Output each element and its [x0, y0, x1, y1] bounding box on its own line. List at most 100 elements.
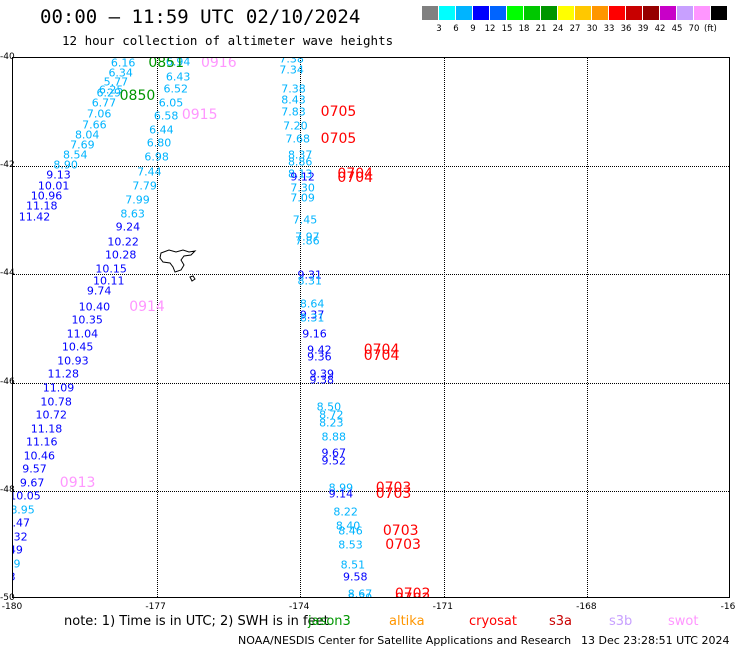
- colorbar-tick-label: 9: [470, 24, 476, 34]
- wave-height-label: 11.04: [66, 327, 99, 341]
- wave-height-label: 7.44: [137, 165, 162, 179]
- colorbar-swatch: [456, 6, 472, 20]
- satellite-legend-item: s3a: [549, 614, 573, 629]
- wave-height-label: 8.29: [13, 557, 21, 571]
- wave-height-label: 8.13: [287, 167, 313, 181]
- pass-time-label: 0705: [320, 104, 357, 121]
- pass-time-label: 0703: [382, 523, 419, 540]
- wave-height-label: 9.16: [302, 327, 327, 341]
- wave-height-label: 7.69: [70, 138, 95, 152]
- pass-time-label: 0702: [395, 592, 431, 597]
- wave-height-label: 7.79: [132, 179, 157, 193]
- wave-height-label: 11.18: [25, 199, 58, 213]
- map-area: 6.16 6.34 5.77 6.25 6.29 6.77 7.06 7.66 8.04 7.69…: [12, 57, 730, 598]
- wave-height-label: 7.97: [295, 230, 320, 244]
- wave-height-label: 9.13: [46, 168, 71, 182]
- grid-line-parallel: [13, 166, 729, 168]
- colorbar-swatch: [575, 6, 591, 20]
- wave-height-label: 10.11: [92, 274, 125, 288]
- latitude-tick-label: -50: [0, 593, 15, 603]
- colorbar-swatch: [507, 6, 523, 20]
- colorbar-swatch: [626, 6, 642, 20]
- wave-height-label: 9.52: [321, 454, 346, 468]
- wave-height-label: 10.40: [78, 300, 111, 314]
- colorbar-swatch: [422, 6, 438, 20]
- wave-height-label: 11.09: [42, 381, 75, 395]
- wave-height-label: 8.22: [333, 505, 358, 519]
- wave-height-label: 8.95: [12, 503, 35, 517]
- wave-height-label: 8.54: [62, 148, 88, 162]
- wave-height-label: 9.31: [297, 268, 323, 282]
- wave-height-label: 7.66: [82, 118, 107, 132]
- wave-height-label: 10.46: [23, 449, 56, 463]
- wave-height-label: 10.93: [57, 354, 89, 368]
- latitude-tick-label: -42: [0, 160, 15, 171]
- colorbar-swatch: [473, 6, 489, 20]
- grid-line-meridian: [443, 58, 445, 597]
- page-title: 00:00 – 11:59 UTC 02/10/2024: [40, 6, 361, 28]
- wave-height-label: 10.72: [35, 408, 68, 422]
- chatham-island-outline: [159, 249, 197, 273]
- wave-height-label: 8.53: [338, 538, 363, 552]
- colorbar-tick-label: 24: [552, 24, 564, 34]
- wave-height-label: 8.43: [281, 93, 306, 107]
- colorbar-swatch: [490, 6, 506, 20]
- wave-height-label: 8.99: [328, 481, 354, 495]
- pass-time-label: 0703: [385, 536, 421, 553]
- colorbar-swatch: [558, 6, 574, 20]
- wave-height-label: 8.46: [338, 524, 363, 538]
- wave-height-label: 6.80: [146, 136, 172, 150]
- colorbar-swatch: [643, 6, 659, 20]
- colorbar-tick-label: 36: [620, 24, 632, 34]
- wave-height-label: 7.86: [295, 234, 320, 248]
- colorbar-tick-label: 30: [586, 24, 598, 34]
- wave-height-label: 9.47: [12, 516, 31, 530]
- wave-height-label: 6.44: [149, 123, 174, 137]
- colorbar-tick-label: 45: [671, 24, 683, 34]
- colorbar-swatch: [541, 6, 557, 20]
- wave-height-label: 7.09: [290, 191, 315, 205]
- longitude-tick-label: -174: [288, 602, 310, 612]
- wave-height-label: 11.18: [30, 422, 63, 436]
- wave-height-label: 6.58: [153, 109, 179, 123]
- grid-line-parallel: [13, 274, 729, 276]
- colorbar-tick-label: 70: [688, 24, 700, 34]
- colorbar-tick-label: 42: [654, 24, 666, 34]
- wave-height-label: 6.29: [96, 86, 121, 100]
- longitude-tick-label: -171: [432, 602, 454, 612]
- colorbar-tick-label: 6: [453, 24, 459, 34]
- latitude-tick-label: -48: [0, 484, 15, 495]
- wave-height-label: 9.12: [290, 170, 315, 184]
- wave-height-label: 9.36: [307, 350, 332, 364]
- pass-time-label: 0914: [129, 298, 165, 315]
- colorbar-units: (ft): [704, 24, 717, 34]
- colorbar-swatch: [694, 6, 710, 20]
- wave-height-label: 9.32: [13, 530, 28, 544]
- wave-height-label: 9.67: [19, 476, 45, 490]
- wave-height-label: 5.77: [103, 75, 129, 89]
- grid-line-parallel: [13, 490, 729, 492]
- pass-time-label: 0704: [337, 166, 374, 183]
- pass-time-label: 0704: [363, 347, 400, 364]
- wave-height-label: 8.29: [347, 591, 373, 598]
- pass-time-label: 0704: [337, 170, 374, 187]
- wave-height-label: 6.05: [158, 96, 184, 110]
- wave-height-label: 6.77: [91, 96, 117, 110]
- colorbar-tick-label: 33: [603, 24, 615, 34]
- wave-height-label: 8.90: [53, 158, 78, 172]
- wave-height-label: 7.99: [125, 193, 150, 207]
- pass-time-label: 0705: [320, 131, 357, 148]
- colorbar-swatch: [677, 6, 693, 20]
- colorbar-swatch: [592, 6, 608, 20]
- wave-height-label: 8.04: [74, 128, 100, 142]
- wave-height-label: 6.52: [163, 82, 188, 96]
- wave-height-label: 8.51: [340, 558, 366, 572]
- wave-height-label: 9.58: [342, 570, 368, 584]
- wave-height-label: 10.45: [61, 340, 94, 354]
- satellite-legend-item: swot: [668, 614, 699, 629]
- wave-height-label: 8.88: [321, 430, 346, 444]
- wave-height-label: 10.78: [40, 395, 72, 409]
- wave-height-label: 10.35: [71, 313, 103, 327]
- pass-time-label: 0702: [394, 585, 431, 598]
- wave-height-label: 7.83: [281, 105, 306, 119]
